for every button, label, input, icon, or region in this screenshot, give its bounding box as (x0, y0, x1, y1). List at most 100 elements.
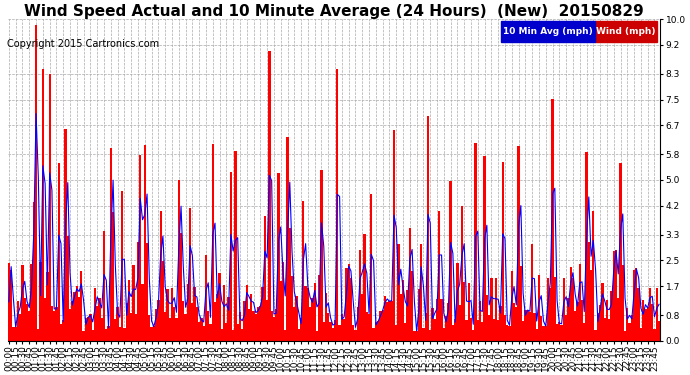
Bar (461, 206, 463, 341)
Bar (604, 318, 606, 341)
Bar (126, 303, 128, 341)
Bar (468, 283, 470, 341)
Bar (96, 306, 99, 341)
Bar (567, 298, 569, 341)
Bar (62, 320, 64, 341)
Bar (504, 315, 506, 341)
Bar (161, 261, 164, 341)
Bar (384, 296, 386, 341)
Bar (187, 284, 189, 341)
Bar (8, 263, 10, 341)
Bar (273, 317, 275, 341)
Bar (477, 320, 479, 341)
Bar (624, 331, 626, 341)
Bar (193, 288, 196, 341)
Bar (355, 330, 357, 341)
Bar (520, 266, 522, 341)
Bar (608, 319, 611, 341)
Bar (529, 312, 531, 341)
Bar (57, 164, 60, 341)
Bar (320, 171, 323, 341)
Bar (511, 271, 513, 341)
Bar (255, 314, 257, 341)
Bar (345, 268, 348, 341)
Bar (341, 314, 343, 341)
Bar (214, 302, 216, 341)
Bar (21, 264, 23, 341)
Bar (553, 277, 556, 341)
Bar (411, 271, 413, 341)
Bar (431, 308, 433, 341)
Bar (203, 326, 205, 341)
Bar (191, 303, 193, 341)
Bar (39, 262, 41, 341)
Bar (422, 328, 424, 341)
Title: Wind Speed Actual and 10 Minute Average (24 Hours)  (New)  20150829: Wind Speed Actual and 10 Minute Average … (24, 4, 644, 19)
Bar (277, 173, 279, 341)
Bar (207, 311, 209, 341)
Bar (599, 304, 601, 341)
Bar (69, 309, 71, 341)
Bar (124, 328, 126, 341)
Bar (200, 318, 203, 341)
Bar (313, 283, 316, 341)
Bar (463, 282, 465, 341)
Bar (235, 151, 237, 341)
Bar (479, 301, 481, 341)
Bar (248, 309, 250, 341)
Bar (339, 324, 341, 341)
Bar (633, 270, 635, 341)
Bar (620, 162, 622, 341)
Bar (132, 265, 135, 341)
Bar (173, 307, 175, 341)
Bar (651, 304, 653, 341)
Bar (175, 318, 177, 341)
Bar (606, 300, 608, 341)
Bar (270, 311, 273, 341)
Bar (78, 297, 80, 341)
Bar (85, 318, 87, 341)
Bar (380, 311, 382, 341)
Bar (631, 315, 633, 341)
Bar (526, 310, 529, 341)
Bar (205, 255, 207, 341)
Bar (268, 51, 270, 341)
Bar (456, 263, 459, 341)
Bar (644, 309, 647, 341)
Bar (275, 309, 277, 341)
Bar (493, 319, 495, 341)
Bar (302, 201, 304, 341)
Bar (164, 312, 166, 341)
Bar (139, 155, 141, 341)
Bar (373, 328, 375, 341)
Bar (17, 301, 19, 341)
Bar (257, 307, 259, 341)
Bar (427, 116, 429, 341)
Bar (76, 286, 78, 341)
Bar (366, 312, 368, 341)
Bar (574, 310, 576, 341)
Bar (590, 270, 592, 341)
Bar (497, 321, 500, 341)
Bar (241, 329, 244, 341)
Bar (250, 294, 253, 341)
Bar (295, 296, 297, 341)
Bar (595, 330, 597, 341)
Bar (558, 322, 560, 341)
Bar (515, 307, 518, 341)
Bar (101, 318, 103, 341)
Bar (569, 267, 572, 341)
Bar (19, 314, 21, 341)
Bar (128, 280, 130, 341)
Bar (279, 281, 282, 341)
Bar (452, 325, 454, 341)
Bar (266, 300, 268, 341)
Bar (53, 311, 55, 341)
Bar (436, 298, 438, 341)
Bar (535, 328, 538, 341)
Bar (184, 314, 187, 341)
Bar (288, 228, 291, 341)
Bar (470, 318, 472, 341)
Bar (364, 234, 366, 341)
Bar (87, 317, 89, 341)
